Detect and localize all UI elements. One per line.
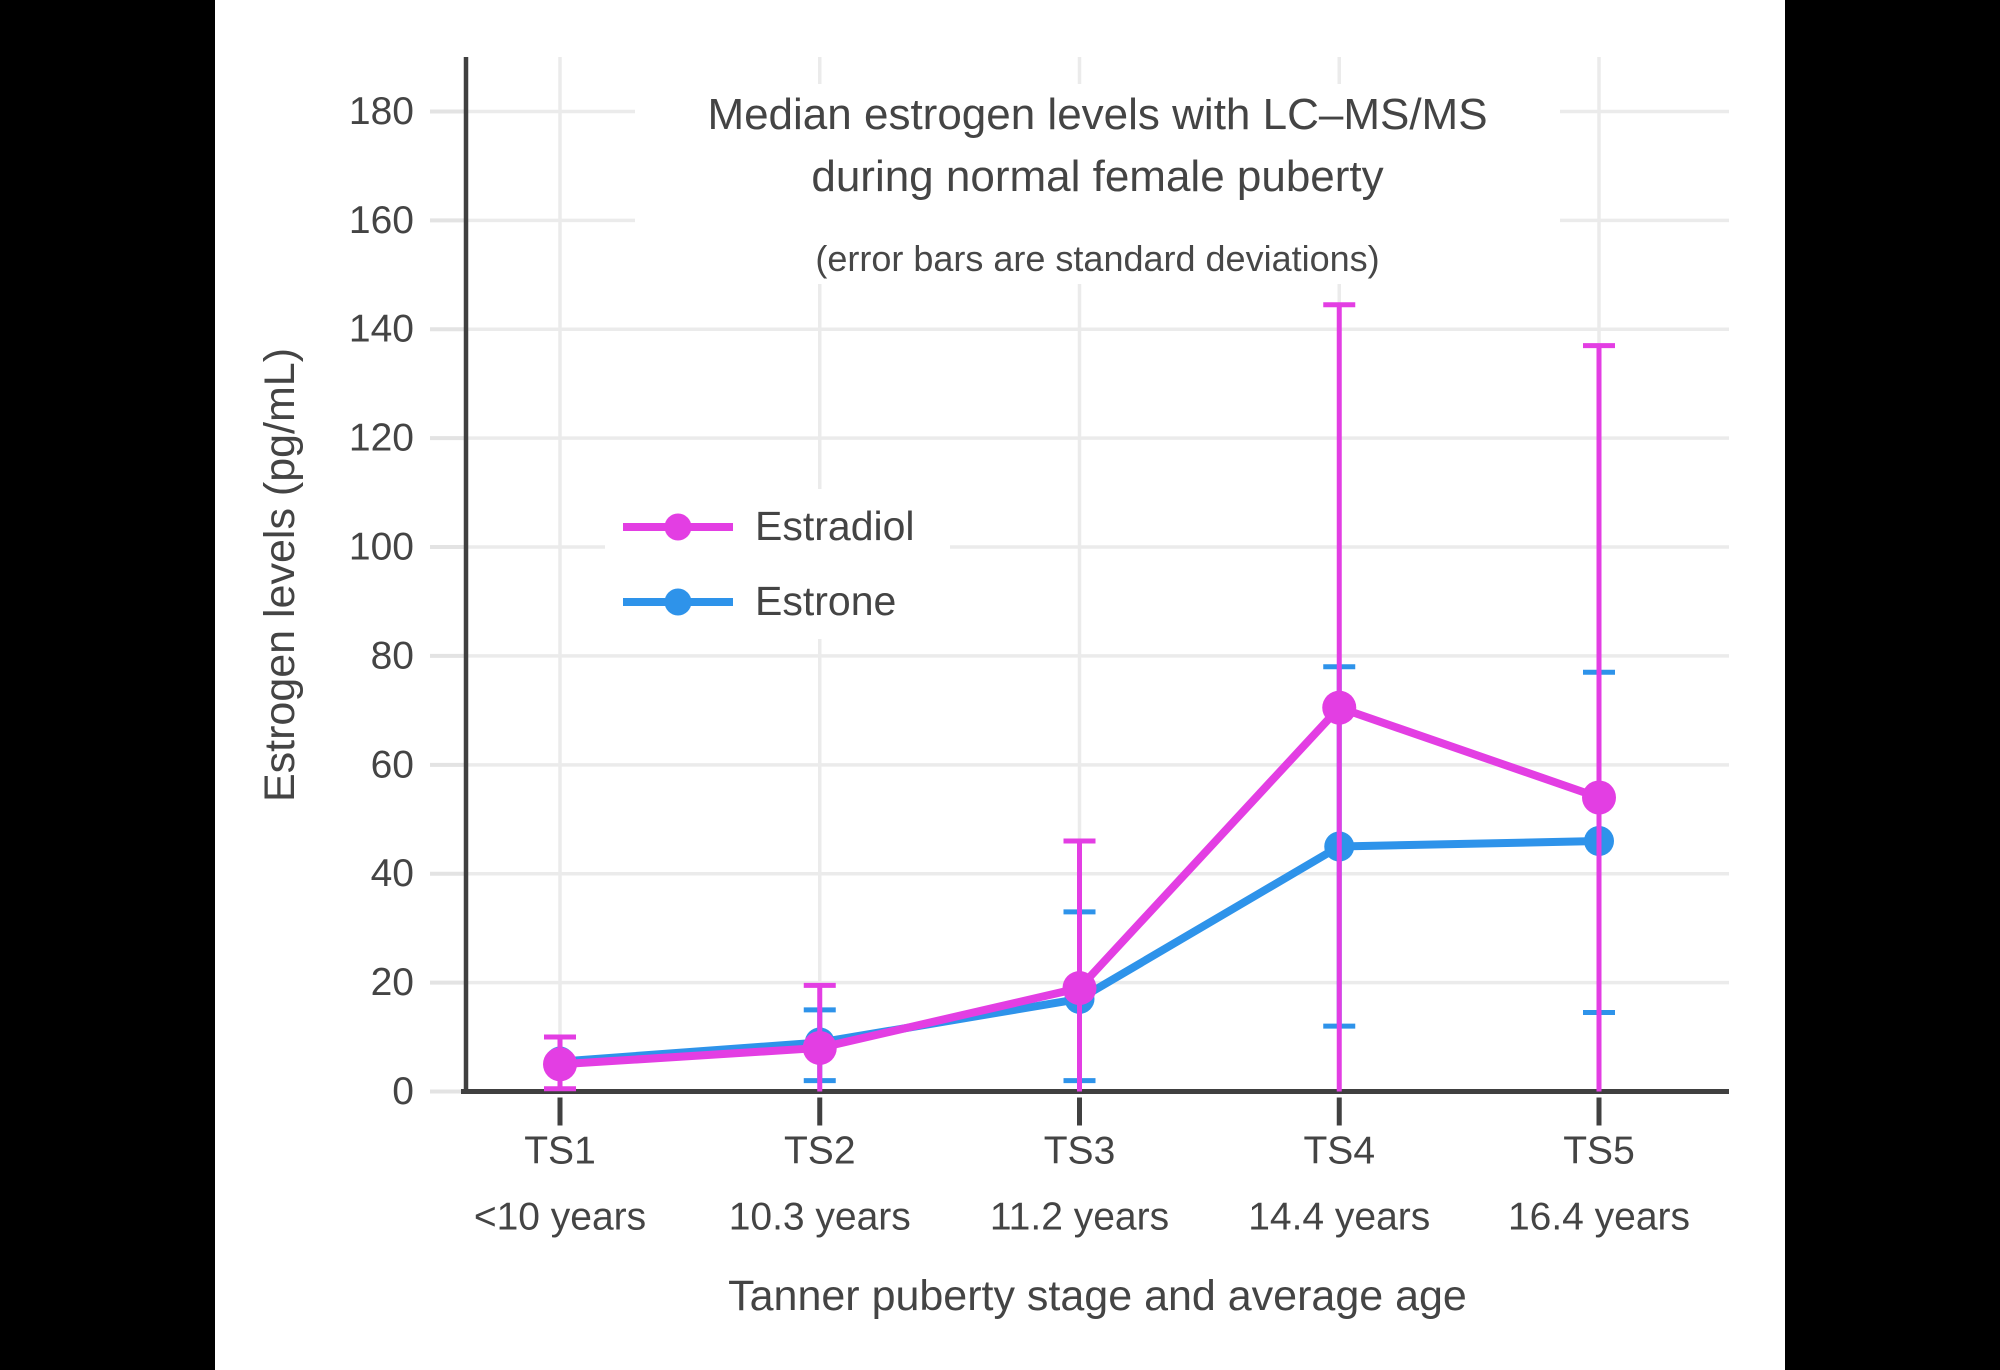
x-tick-label-stage: TS2: [784, 1130, 856, 1173]
chart-title-line2: during normal female puberty: [811, 152, 1384, 201]
chart-subtitle: (error bars are standard deviations): [815, 238, 1380, 279]
x-tick-label-stage: TS5: [1563, 1130, 1635, 1173]
y-tick-label: 0: [392, 1070, 414, 1113]
marker-estradiol: [543, 1047, 577, 1082]
marker-estradiol: [1062, 971, 1097, 1006]
x-tick-label-age: 14.4 years: [1248, 1196, 1430, 1239]
legend-label-estradiol: Estradiol: [755, 503, 915, 549]
y-axis-title: Estrogen levels (pg/mL): [256, 347, 304, 803]
legend-label-estrone: Estrone: [755, 578, 897, 624]
x-tick-label-stage: TS3: [1044, 1130, 1116, 1173]
x-tick-label-stage: TS1: [524, 1130, 596, 1173]
x-tick-label-age: <10 years: [474, 1196, 646, 1239]
chart-title-line1: Median estrogen levels with LC–MS/MS: [707, 90, 1488, 139]
x-tick-label-age: 10.3 years: [729, 1196, 911, 1239]
legend: Estradiol Estrone: [605, 489, 950, 639]
y-tick-label: 20: [371, 961, 414, 1004]
y-tick-label: 160: [349, 199, 414, 242]
x-tick-label-stage: TS4: [1303, 1130, 1375, 1173]
legend-item-estrone[interactable]: Estrone: [623, 569, 950, 635]
y-tick-label: 40: [371, 852, 414, 895]
chart-title-block: Median estrogen levels with LC–MS/MS dur…: [635, 84, 1560, 284]
y-tick-label: 100: [349, 526, 414, 569]
chart-canvas: 0 20 40 60 80 100 120 140 160 180 TS1 TS2 TS3 TS4 TS5 <…: [215, 0, 1785, 1370]
y-tick-label: 180: [349, 90, 414, 133]
y-tick-label: 140: [349, 308, 414, 351]
marker-estradiol: [802, 1030, 837, 1065]
legend-item-estradiol[interactable]: Estradiol: [623, 494, 950, 560]
marker-estradiol: [1582, 780, 1616, 815]
legend-marker-estradiol-icon: [623, 513, 733, 540]
x-axis-title: Tanner puberty stage and average age: [728, 1272, 1467, 1320]
legend-marker-estrone-icon: [623, 588, 733, 615]
y-tick-label: 80: [371, 634, 414, 677]
y-tick-label: 120: [349, 417, 414, 460]
x-tick-label-age: 16.4 years: [1508, 1196, 1690, 1239]
x-tick-label-age: 11.2 years: [990, 1196, 1169, 1239]
marker-estradiol: [1322, 690, 1357, 725]
y-tick-label: 60: [371, 743, 414, 786]
